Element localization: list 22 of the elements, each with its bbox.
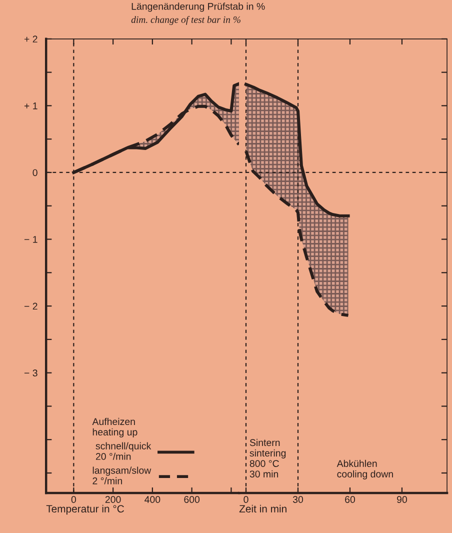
y-tick-label: + 2 [24,36,38,42]
annotation: Abkühlen cooling down [336,460,393,480]
y-axis-title: Längenänderung Prüfstab in % dim. change of test bar in % [131,2,265,25]
y-tick-label: + 1 [24,102,38,110]
x-tick-label: 0 [244,496,248,503]
annotation: Sintern sintering 800 °C 30 min [250,438,286,478]
x-tick-label: 90 [397,496,407,503]
y-tick-label: 0 [32,169,38,176]
x-tick-label: 200 [105,496,121,503]
y-tick-label: − 1 [24,236,38,243]
y-tick-label: − 2 [24,302,38,310]
x-tick-label: 60 [345,496,356,503]
legend-label: langsam/slow 2 °/min [92,466,152,484]
x-tick-label: 30 [292,496,304,503]
x-tick-label: 0 [71,496,76,503]
x-tick-label: 600 [184,496,200,503]
x-axis-title: Zeit in min [239,504,286,513]
legend-title: Aufheizen heating up [92,418,138,438]
y-tick-label: − 3 [24,370,38,376]
x-tick-label: 400 [144,496,160,503]
legend-label: schnell/quick 20 °/min [96,442,152,460]
x-axis-title: Temperatur in °C [46,504,124,515]
